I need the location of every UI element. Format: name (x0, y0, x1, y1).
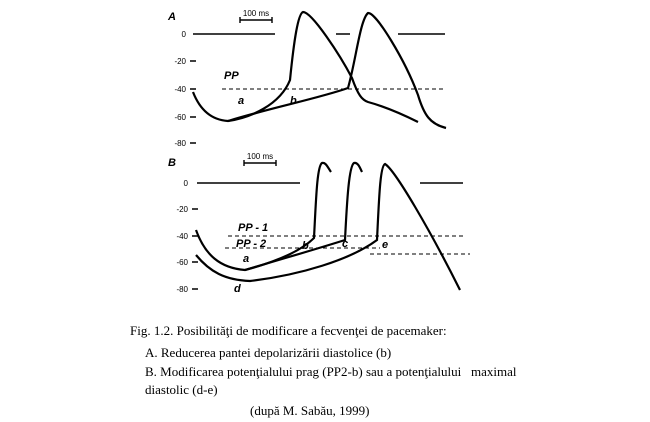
panel-a: A 100 ms 0 -20 -40 -60 -80 PP a b (167, 9, 447, 148)
panel-b: B 100 ms 0 -20 -40 -60 -80 PP - 1 PP - 2… (168, 152, 470, 295)
panel-label: A (167, 11, 176, 23)
threshold-label: PP (224, 70, 239, 82)
caption: Fig. 1.2. Posibilităţi de modificare a f… (130, 323, 517, 418)
panel-label: B (168, 157, 176, 169)
curve-d (195, 162, 461, 291)
curve-label: a (243, 253, 249, 265)
curve-label: b (290, 95, 297, 107)
y-label: -80 (174, 139, 186, 148)
y-label: 0 (184, 179, 189, 188)
y-label: -20 (174, 57, 186, 66)
y-label: -60 (176, 258, 188, 267)
threshold-label: PP - 1 (238, 222, 268, 234)
curve-b (227, 11, 447, 130)
axis (192, 182, 463, 290)
caption-source: (după M. Sabău, 1999) (250, 403, 370, 418)
caption-line: B. Modificarea potenţialului prag (PP2-b… (145, 364, 517, 379)
threshold-label: PP - 2 (236, 238, 266, 250)
axis (190, 33, 445, 144)
y-label: -40 (176, 232, 188, 241)
scale-bar (243, 160, 277, 166)
curve-label: b (302, 240, 309, 252)
curve-label: a (238, 95, 244, 107)
curve-label: d (234, 283, 241, 295)
caption-title: Fig. 1.2. Posibilităţi de modificare a f… (130, 323, 447, 338)
y-label: -80 (176, 285, 188, 294)
caption-line: diastolic (d-e) (145, 382, 218, 397)
curve-label: e (382, 239, 388, 251)
curve-c (244, 161, 363, 272)
y-label: -40 (174, 85, 186, 94)
scale-bar-label: 100 ms (247, 152, 273, 161)
curve-label: c (342, 238, 348, 250)
y-label: 0 (182, 30, 187, 39)
curve-a (194, 161, 332, 272)
caption-line: A. Reducerea pantei depolarizării diasto… (145, 345, 391, 360)
y-label: -20 (176, 205, 188, 214)
scale-bar (239, 17, 273, 23)
scale-bar-label: 100 ms (243, 9, 269, 18)
y-label: -60 (174, 113, 186, 122)
